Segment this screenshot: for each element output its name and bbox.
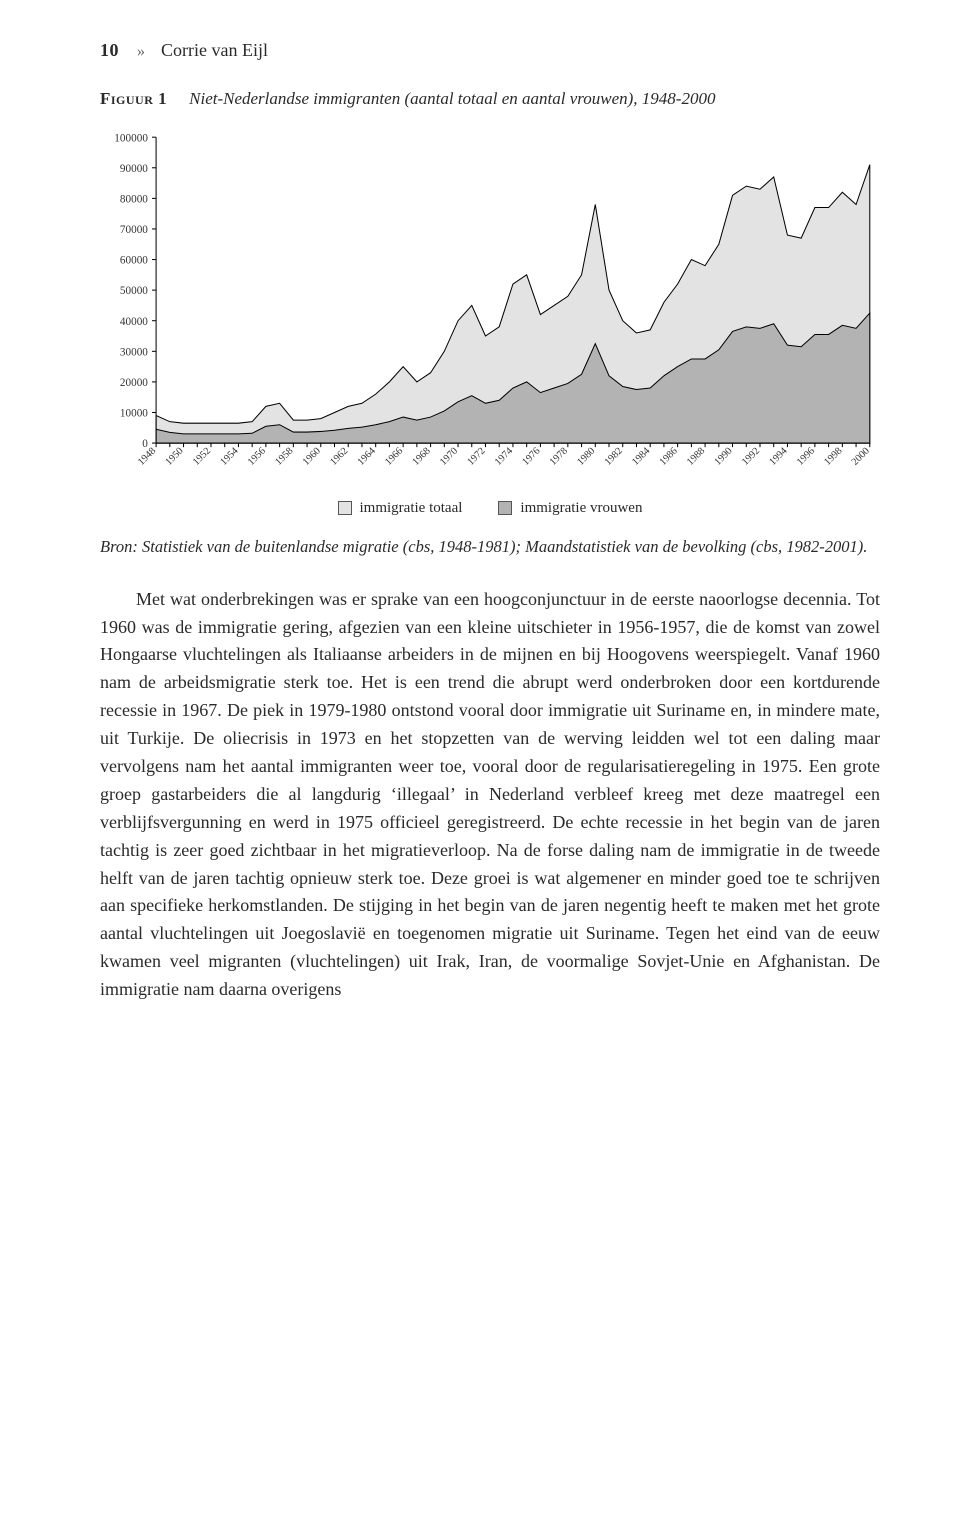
svg-text:1992: 1992 [740,446,762,468]
svg-text:90000: 90000 [120,163,148,175]
area-chart: 0100002000030000400005000060000700008000… [100,127,880,486]
source-text: : Statistiek van de buitenlandse migrati… [132,537,867,556]
svg-text:80000: 80000 [120,193,148,205]
source-citation: Bron: Statistiek van de buitenlandse mig… [100,535,880,560]
svg-text:1980: 1980 [575,446,597,468]
svg-text:1998: 1998 [822,446,844,468]
svg-text:1950: 1950 [163,446,185,468]
svg-text:1960: 1960 [301,446,323,468]
svg-text:1962: 1962 [328,446,350,468]
svg-text:1984: 1984 [630,446,652,468]
svg-text:1978: 1978 [548,446,570,468]
page-number: 10 [100,40,119,61]
svg-text:1956: 1956 [246,446,268,468]
svg-text:1964: 1964 [356,446,378,468]
legend-item-vrouwen: immigratie vrouwen [498,500,642,517]
svg-text:70000: 70000 [120,224,148,236]
svg-text:1966: 1966 [383,446,405,468]
svg-text:1968: 1968 [411,446,433,468]
svg-text:1982: 1982 [603,446,625,468]
svg-text:1986: 1986 [658,446,680,468]
figure-label: Figuur 1 [100,89,167,109]
svg-text:1988: 1988 [685,446,707,468]
svg-text:1958: 1958 [273,446,295,468]
svg-text:1996: 1996 [795,446,817,468]
svg-text:30000: 30000 [120,346,148,358]
chevrons-ornament: » [137,43,143,61]
legend-label-totaal: immigratie totaal [360,500,463,517]
legend-swatch-totaal [338,501,352,515]
chart-svg: 0100002000030000400005000060000700008000… [100,127,880,486]
figure-title: Niet-Nederlandse immigranten (aantal tot… [189,89,715,109]
figure-caption: Figuur 1 Niet-Nederlandse immigranten (a… [100,89,880,109]
body-paragraph: Met wat onderbrekingen was er sprake van… [100,586,880,1004]
source-prefix: Bron [100,537,132,556]
svg-text:40000: 40000 [120,316,148,328]
svg-text:20000: 20000 [120,377,148,389]
svg-text:1976: 1976 [520,446,542,468]
legend-label-vrouwen: immigratie vrouwen [520,500,642,517]
legend-item-totaal: immigratie totaal [338,500,463,517]
svg-text:1974: 1974 [493,446,515,468]
svg-text:1972: 1972 [465,446,487,468]
chart-legend: immigratie totaal immigratie vrouwen [100,500,880,517]
svg-text:1954: 1954 [218,446,240,468]
running-header: 10 » Corrie van Eijl [100,40,880,61]
svg-text:2000: 2000 [850,446,872,468]
svg-text:1994: 1994 [767,446,789,468]
svg-text:1970: 1970 [438,446,460,468]
svg-text:10000: 10000 [120,408,148,420]
legend-swatch-vrouwen [498,501,512,515]
svg-text:1990: 1990 [712,446,734,468]
svg-text:60000: 60000 [120,255,148,267]
author-name: Corrie van Eijl [161,40,268,61]
svg-text:50000: 50000 [120,285,148,297]
svg-text:100000: 100000 [114,132,148,144]
svg-text:1952: 1952 [191,446,213,468]
svg-text:1948: 1948 [136,446,158,468]
